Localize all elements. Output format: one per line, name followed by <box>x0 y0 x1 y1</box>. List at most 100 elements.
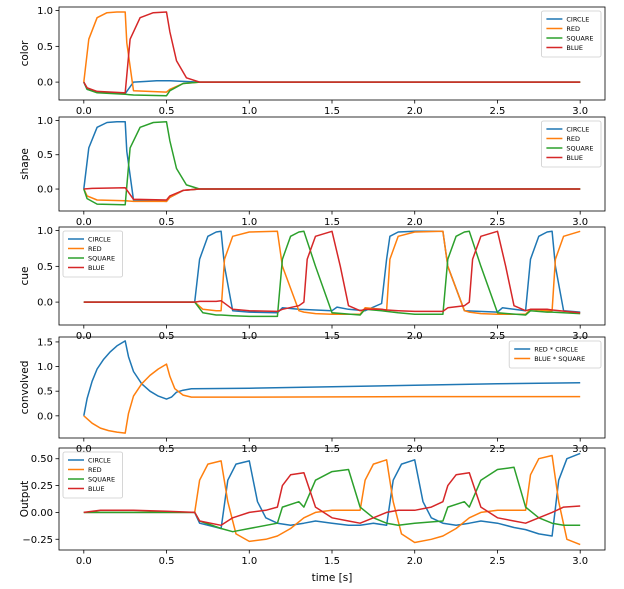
x-tick-label: 1.5 <box>324 331 340 342</box>
y-tick-label: 0.0 <box>37 78 53 89</box>
series-line-blue-square <box>83 363 581 434</box>
x-axis-label: time [s] <box>312 572 353 584</box>
panel-2: 0.0 0.5 1.0 1.5 2.0 2.5 3.0 0.0 0.5 1.0 shape CIRCL… <box>19 116 606 228</box>
x-tick-label: 2.0 <box>407 106 423 117</box>
x-tick-label: 3.0 <box>572 331 588 342</box>
panel-4: 0.0 0.5 1.0 1.5 2.0 2.5 3.0 0.0 0.5 1.0 1.5 convolv… <box>19 336 606 455</box>
x-tick-label: 0.0 <box>76 556 92 567</box>
x-tick-label: 2.5 <box>490 556 506 567</box>
y-tick-label: 0.0 <box>37 298 53 309</box>
x-tick-label: 3.0 <box>572 444 588 455</box>
y-tick-label: 0.25 <box>31 481 53 492</box>
legend-box <box>541 120 602 168</box>
y-tick-label: 0.0 <box>37 185 53 196</box>
x-tick-label: 1.0 <box>241 556 257 567</box>
legend-label: CIRCLE <box>88 236 111 244</box>
x-tick-label: 2.0 <box>407 331 423 342</box>
legend-box <box>62 230 123 278</box>
y-tick-label: 1.0 <box>37 116 53 127</box>
x-tick-label: 0.0 <box>76 331 92 342</box>
series-line-blue <box>83 186 581 201</box>
x-tick-label: 2.0 <box>407 556 423 567</box>
legend-label: RED <box>88 466 102 474</box>
axes-frame <box>58 116 606 212</box>
legend-label: SQUARE <box>88 476 115 484</box>
y-axis-label: convolved <box>19 361 31 415</box>
x-tick-label: 1.5 <box>324 556 340 567</box>
legend-label: SQUARE <box>566 145 593 153</box>
legend-label: RED <box>88 245 102 253</box>
axes-frame <box>58 6 606 101</box>
series-line-square <box>83 230 581 318</box>
legend-label: BLUE <box>566 154 583 162</box>
series-line-red-circle <box>83 340 581 416</box>
y-tick-label: 0.5 <box>37 387 53 398</box>
y-tick-label: 0.00 <box>31 508 53 519</box>
x-tick-label: 0.5 <box>159 556 175 567</box>
y-axis-label: cue <box>19 267 31 286</box>
x-tick-label: 3.0 <box>572 106 588 117</box>
series-line-square <box>83 466 581 533</box>
legend-label: RED <box>566 25 580 33</box>
y-tick-label: 0.50 <box>31 454 53 465</box>
legend-label: BLUE <box>566 44 583 52</box>
legend-label: CIRCLE <box>566 126 589 134</box>
legend-label: BLUE * SQUARE <box>534 355 585 363</box>
x-tick-label: 2.5 <box>490 331 506 342</box>
x-tick-label: 0.5 <box>159 331 175 342</box>
legend-box <box>508 340 602 369</box>
series-line-circle <box>83 230 581 314</box>
y-tick-label: 0.5 <box>37 262 53 273</box>
x-tick-label: 3.0 <box>572 556 588 567</box>
y-tick-label: 0.5 <box>37 42 53 53</box>
legend-label: SQUARE <box>566 35 593 43</box>
y-tick-label: 1.5 <box>37 337 53 348</box>
panel-3: 0.0 0.5 1.0 1.5 2.0 2.5 3.0 0.0 0.5 1.0 cue CIRCLER… <box>19 226 606 342</box>
legend-label: RED * CIRCLE <box>534 346 578 354</box>
x-tick-label: 2.0 <box>407 217 423 228</box>
x-tick-label: 0.0 <box>76 444 92 455</box>
y-tick-label: 0.0 <box>37 411 53 422</box>
x-tick-label: 0.5 <box>159 217 175 228</box>
x-tick-label: 1.5 <box>324 217 340 228</box>
x-tick-label: 1.0 <box>241 106 257 117</box>
series-line-square <box>83 81 581 97</box>
x-tick-label: 1.5 <box>324 444 340 455</box>
x-tick-label: 2.5 <box>490 444 506 455</box>
legend-label: RED <box>566 135 580 143</box>
series-line-square <box>83 121 581 206</box>
x-tick-label: 0.5 <box>159 444 175 455</box>
x-tick-label: 3.0 <box>572 217 588 228</box>
y-axis-label: shape <box>19 148 31 180</box>
x-tick-label: 0.0 <box>76 106 92 117</box>
series-line-blue <box>83 11 581 94</box>
legend-box <box>62 451 123 499</box>
legend-label: SQUARE <box>88 255 115 263</box>
y-tick-label: 1.0 <box>37 362 53 373</box>
legend-box <box>541 10 602 58</box>
legend-label: BLUE <box>88 264 105 272</box>
legend-label: CIRCLE <box>566 16 589 24</box>
x-tick-label: 2.5 <box>490 217 506 228</box>
series-line-blue <box>83 230 581 314</box>
y-tick-label: 0.5 <box>37 150 53 161</box>
x-tick-label: 1.5 <box>324 106 340 117</box>
series-line-circle <box>83 452 581 537</box>
panel-1: 0.0 0.5 1.0 1.5 2.0 2.5 3.0 0.0 0.5 1.0 color CIRCL… <box>19 6 606 117</box>
x-tick-label: 0.0 <box>76 217 92 228</box>
y-axis-label: Output <box>19 481 31 517</box>
x-tick-label: 2.5 <box>490 106 506 117</box>
y-axis-label: color <box>19 40 31 67</box>
y-tick-label: 1.0 <box>37 6 53 17</box>
x-tick-label: 1.0 <box>241 444 257 455</box>
y-tick-label: 1.0 <box>37 226 53 237</box>
x-tick-label: 0.5 <box>159 106 175 117</box>
x-tick-label: 1.0 <box>241 331 257 342</box>
legend-label: BLUE <box>88 485 105 493</box>
